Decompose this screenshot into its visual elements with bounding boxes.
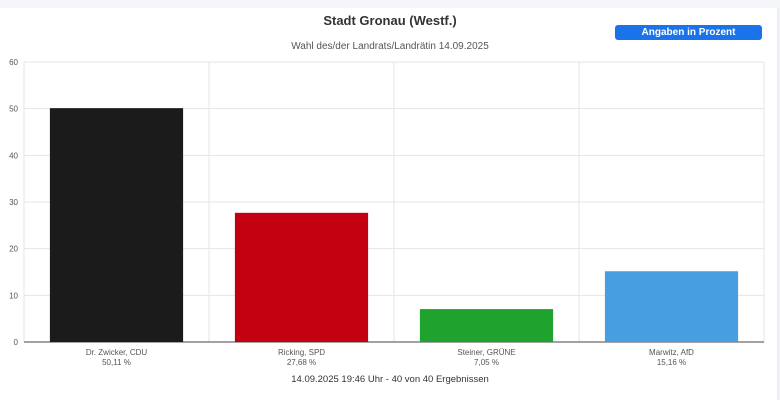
scroll-edge xyxy=(777,8,780,400)
chart-title: Stadt Gronau (Westf.) xyxy=(323,13,457,28)
y-tick-label: 30 xyxy=(9,198,18,207)
result-status: 14.09.2025 19:46 Uhr - 40 von 40 Ergebni… xyxy=(291,374,489,385)
bar xyxy=(49,108,184,342)
data-label: 15,16 % xyxy=(657,358,686,367)
y-tick-label: 40 xyxy=(9,151,18,160)
bars xyxy=(49,108,739,342)
percent-toggle-button[interactable]: Angaben in Prozent xyxy=(615,25,762,40)
chart-subtitle: Wahl des/der Landrats/Landrätin 14.09.20… xyxy=(291,41,489,52)
x-tick-label: Ricking, SPD xyxy=(278,348,325,357)
y-tick-label: 20 xyxy=(9,245,18,254)
y-axis-ticks: 0 10 20 30 40 50 60 xyxy=(9,58,18,347)
x-tick-label: Steiner, GRÜNE xyxy=(457,348,515,357)
bar xyxy=(419,309,554,342)
y-tick-label: 10 xyxy=(9,291,18,300)
data-label: 7,05 % xyxy=(474,358,499,367)
y-tick-label: 60 xyxy=(9,58,18,67)
top-strip xyxy=(0,0,780,8)
y-tick-label: 0 xyxy=(14,338,19,347)
bar xyxy=(604,271,739,342)
data-label: 50,11 % xyxy=(102,358,131,367)
x-tick-label: Marwitz, AfD xyxy=(649,348,694,357)
x-tick-label: Dr. Zwicker, CDU xyxy=(86,348,148,357)
data-label: 27,68 % xyxy=(287,358,316,367)
y-tick-label: 50 xyxy=(9,105,18,114)
bar xyxy=(234,212,369,342)
